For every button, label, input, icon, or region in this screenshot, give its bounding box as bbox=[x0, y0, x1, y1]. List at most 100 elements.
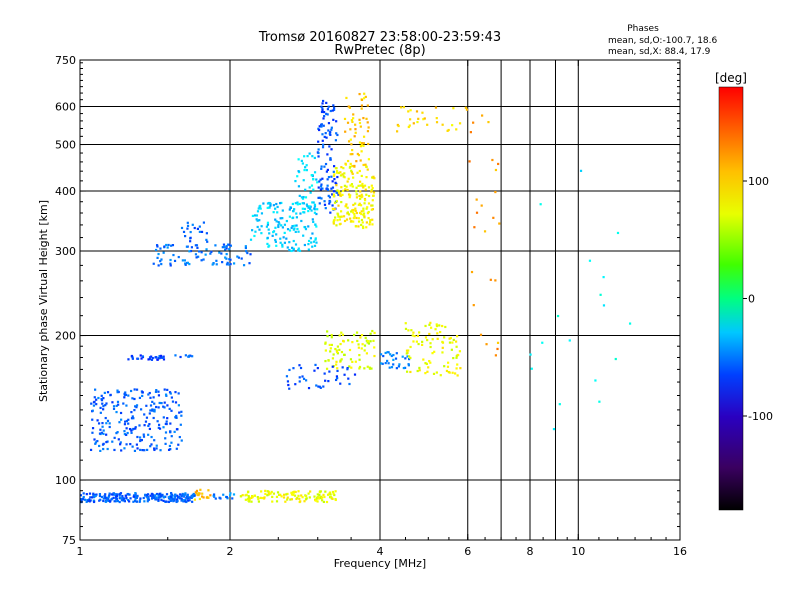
data-point bbox=[322, 143, 325, 146]
data-point bbox=[380, 362, 383, 365]
data-point bbox=[164, 422, 167, 426]
data-point bbox=[358, 141, 362, 144]
data-point bbox=[174, 391, 177, 394]
data-point bbox=[260, 490, 263, 493]
data-point bbox=[93, 400, 96, 403]
data-point bbox=[133, 397, 136, 401]
data-point bbox=[257, 500, 261, 503]
data-point bbox=[340, 331, 343, 334]
data-point bbox=[174, 493, 177, 496]
data-point bbox=[311, 155, 314, 158]
data-point bbox=[149, 404, 153, 407]
data-point bbox=[296, 201, 299, 204]
data-point bbox=[173, 430, 176, 433]
data-point bbox=[303, 155, 306, 158]
data-point bbox=[189, 230, 192, 234]
data-point bbox=[118, 500, 121, 504]
data-point bbox=[95, 398, 98, 401]
data-point bbox=[134, 426, 137, 429]
data-point bbox=[152, 396, 155, 399]
data-point bbox=[282, 493, 286, 496]
data-point bbox=[373, 331, 376, 335]
data-point bbox=[346, 366, 349, 370]
data-point bbox=[99, 428, 102, 431]
data-point bbox=[450, 348, 453, 351]
data-point bbox=[392, 363, 395, 366]
data-point bbox=[248, 262, 251, 265]
data-point bbox=[115, 410, 118, 414]
data-point bbox=[269, 204, 272, 207]
data-point bbox=[359, 204, 363, 207]
data-point bbox=[356, 339, 359, 343]
data-point bbox=[358, 367, 361, 370]
data-point bbox=[349, 162, 352, 166]
data-point bbox=[200, 259, 203, 262]
data-point bbox=[307, 209, 310, 213]
data-point bbox=[81, 498, 85, 501]
data-point bbox=[366, 212, 370, 215]
data-point bbox=[178, 435, 181, 439]
data-point bbox=[360, 193, 363, 196]
data-point bbox=[225, 495, 228, 499]
data-point bbox=[616, 231, 620, 235]
data-point bbox=[446, 365, 450, 368]
data-point bbox=[351, 172, 354, 175]
data-point bbox=[301, 375, 304, 378]
data-point bbox=[332, 492, 335, 495]
data-point bbox=[418, 366, 421, 370]
data-point bbox=[176, 500, 179, 503]
data-point bbox=[370, 184, 373, 187]
data-point bbox=[294, 243, 298, 246]
data-point bbox=[369, 332, 372, 335]
data-point bbox=[318, 493, 321, 497]
data-point bbox=[195, 256, 198, 259]
data-point bbox=[354, 360, 357, 363]
data-point bbox=[170, 396, 173, 399]
data-point bbox=[359, 145, 363, 148]
data-point bbox=[412, 340, 415, 343]
data-point bbox=[292, 247, 295, 250]
data-point bbox=[155, 405, 158, 409]
data-point bbox=[88, 492, 92, 495]
data-point bbox=[349, 184, 352, 187]
data-point bbox=[428, 332, 431, 336]
data-point bbox=[313, 156, 316, 160]
data-point bbox=[344, 163, 348, 166]
data-point bbox=[454, 372, 457, 375]
data-point bbox=[361, 225, 365, 228]
data-point bbox=[99, 449, 102, 452]
data-point bbox=[343, 373, 346, 376]
data-point bbox=[373, 177, 376, 180]
data-point bbox=[146, 493, 149, 497]
data-point bbox=[402, 366, 405, 370]
data-point bbox=[184, 500, 187, 503]
data-point bbox=[348, 106, 352, 109]
data-point bbox=[361, 221, 364, 224]
data-point bbox=[329, 350, 332, 353]
data-point bbox=[322, 110, 326, 114]
data-point bbox=[352, 208, 355, 212]
data-point bbox=[91, 427, 95, 430]
data-point bbox=[454, 340, 458, 343]
data-point bbox=[121, 496, 124, 499]
data-point bbox=[85, 493, 88, 496]
data-point bbox=[120, 497, 123, 500]
data-point bbox=[354, 209, 357, 213]
data-point bbox=[255, 214, 259, 217]
data-point bbox=[133, 388, 136, 391]
data-point bbox=[138, 424, 141, 427]
data-point bbox=[371, 223, 374, 226]
data-point bbox=[294, 230, 297, 233]
data-point bbox=[201, 492, 204, 495]
data-point bbox=[184, 498, 187, 501]
data-point bbox=[214, 244, 217, 247]
data-point bbox=[157, 426, 160, 429]
data-point bbox=[321, 187, 324, 190]
data-point bbox=[136, 435, 139, 439]
data-point bbox=[184, 492, 187, 495]
data-point bbox=[127, 422, 130, 425]
data-point bbox=[473, 226, 476, 229]
data-point bbox=[276, 211, 279, 214]
data-point bbox=[244, 246, 247, 250]
data-point bbox=[107, 497, 110, 501]
